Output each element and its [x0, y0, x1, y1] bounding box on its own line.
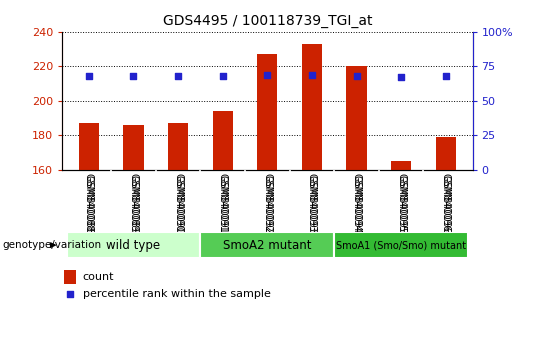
Text: genotype/variation: genotype/variation	[3, 240, 102, 250]
Point	[441, 73, 450, 79]
Bar	[124, 125, 144, 170]
Text: GSM840089: GSM840089	[129, 175, 138, 234]
Point	[263, 72, 272, 78]
Bar	[391, 161, 411, 170]
Point	[308, 72, 316, 78]
Text: SmoA1 (Smo/Smo) mutant: SmoA1 (Smo/Smo) mutant	[336, 240, 466, 250]
Bar	[257, 54, 278, 170]
Point	[85, 73, 93, 79]
Text: GSM840096: GSM840096	[441, 175, 451, 234]
Bar	[200, 232, 334, 258]
Point	[174, 73, 183, 79]
Text: percentile rank within the sample: percentile rank within the sample	[83, 289, 271, 299]
Text: wild type: wild type	[106, 239, 160, 252]
Text: GSM840090: GSM840090	[173, 175, 183, 234]
Point	[129, 73, 138, 79]
Text: GSM840091: GSM840091	[218, 175, 228, 234]
Bar	[168, 123, 188, 170]
Bar	[64, 270, 76, 284]
Bar	[347, 67, 367, 170]
Text: count: count	[83, 272, 114, 282]
Text: GSM840095: GSM840095	[396, 175, 406, 234]
Text: SmoA2 mutant: SmoA2 mutant	[223, 239, 312, 252]
Title: GDS4495 / 100118739_TGI_at: GDS4495 / 100118739_TGI_at	[163, 14, 372, 28]
Bar	[66, 232, 200, 258]
Text: GSM840094: GSM840094	[352, 175, 361, 234]
Point	[397, 75, 406, 80]
Text: GSM840088: GSM840088	[84, 175, 94, 234]
Point	[65, 291, 74, 297]
Bar	[79, 123, 99, 170]
Bar	[302, 44, 322, 170]
Point	[352, 73, 361, 79]
Text: GSM840093: GSM840093	[307, 175, 317, 234]
Point	[218, 73, 227, 79]
Bar	[436, 137, 456, 170]
Bar	[334, 232, 468, 258]
Text: GSM840092: GSM840092	[262, 175, 272, 234]
Bar	[213, 111, 233, 170]
